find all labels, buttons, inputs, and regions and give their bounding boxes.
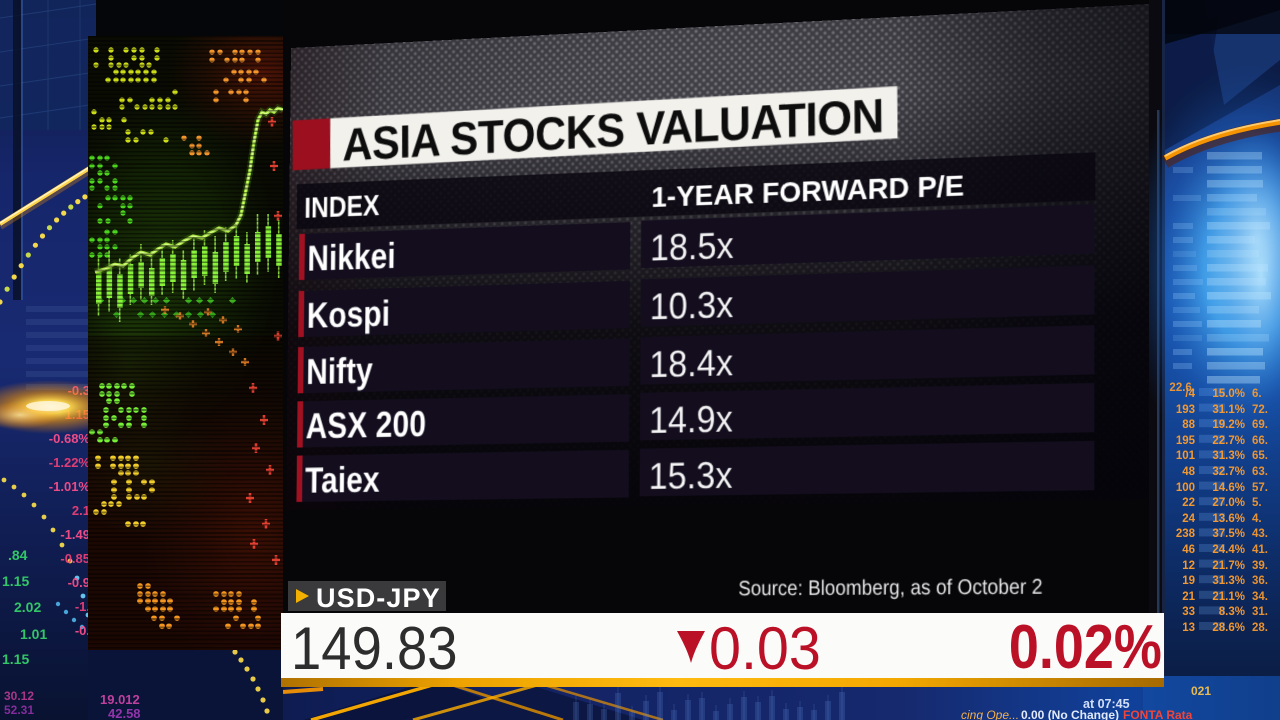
svg-text:193: 193: [1176, 404, 1195, 416]
svg-text:021: 021: [1191, 684, 1211, 698]
svg-text:101: 101: [1176, 450, 1196, 462]
svg-text:12: 12: [1182, 560, 1195, 572]
svg-text:28.6%: 28.6%: [1212, 622, 1245, 634]
svg-text:.84: .84: [8, 547, 28, 563]
svg-text:39.: 39.: [1252, 560, 1268, 572]
svg-text:-0.85: -0.85: [60, 551, 90, 566]
svg-text:/4: /4: [1185, 388, 1195, 400]
svg-text:30.12: 30.12: [4, 689, 34, 703]
svg-text:238: 238: [1176, 528, 1196, 540]
svg-text:13.6%: 13.6%: [1212, 513, 1245, 525]
svg-text:-0.9: -0.9: [68, 575, 90, 590]
svg-text:52.31: 52.31: [4, 703, 34, 717]
svg-text:36.: 36.: [1252, 575, 1268, 587]
svg-text:66.: 66.: [1252, 435, 1268, 447]
svg-text:13: 13: [1182, 622, 1195, 634]
svg-text:5.: 5.: [1252, 497, 1262, 509]
svg-text:22.7%: 22.7%: [1212, 435, 1245, 447]
svg-text:0.00 (No Change): 0.00 (No Change): [1021, 708, 1119, 720]
svg-text:14.6%: 14.6%: [1212, 482, 1245, 494]
svg-text:57.: 57.: [1252, 482, 1268, 494]
svg-text:8.3%: 8.3%: [1219, 606, 1245, 618]
svg-text:33: 33: [1182, 606, 1195, 618]
svg-text:34.: 34.: [1252, 591, 1268, 603]
svg-text:48: 48: [1182, 466, 1195, 478]
svg-text:19.2%: 19.2%: [1212, 419, 1245, 431]
svg-text:-0.: -0.: [75, 623, 90, 638]
svg-text:21: 21: [1182, 591, 1195, 603]
svg-text:-1.49: -1.49: [60, 527, 90, 542]
svg-text:21.1%: 21.1%: [1212, 591, 1245, 603]
svg-text:1.15: 1.15: [2, 651, 29, 667]
svg-text:31.3%: 31.3%: [1212, 450, 1245, 462]
svg-text:cing Ope...: cing Ope...: [961, 708, 1019, 720]
svg-text:15.0%: 15.0%: [1212, 388, 1245, 400]
svg-text:41.: 41.: [1252, 544, 1268, 556]
svg-text:24.4%: 24.4%: [1212, 544, 1245, 556]
svg-text:-1.: -1.: [75, 599, 90, 614]
svg-text:-1.01%: -1.01%: [49, 479, 91, 494]
svg-text:72.: 72.: [1252, 404, 1268, 416]
svg-text:195: 195: [1176, 435, 1196, 447]
svg-text:43.: 43.: [1252, 528, 1268, 540]
svg-text:19: 19: [1182, 575, 1195, 587]
svg-text:-0.68%: -0.68%: [49, 431, 91, 446]
svg-text:31.3%: 31.3%: [1212, 575, 1245, 587]
svg-text:4.: 4.: [1252, 513, 1262, 525]
svg-text:100: 100: [1176, 482, 1195, 494]
svg-text:42.58: 42.58: [108, 706, 141, 720]
svg-text:-1.22%: -1.22%: [49, 455, 91, 470]
svg-text:32.7%: 32.7%: [1212, 466, 1245, 478]
svg-text:27.0%: 27.0%: [1212, 497, 1245, 509]
svg-text:22: 22: [1182, 497, 1195, 509]
svg-text:22.6.: 22.6.: [1169, 382, 1195, 394]
svg-text:37.5%: 37.5%: [1212, 528, 1245, 540]
svg-text:FONTA Rata: FONTA Rata: [1123, 708, 1193, 720]
svg-text:63.: 63.: [1252, 466, 1268, 478]
svg-text:46: 46: [1182, 544, 1195, 556]
svg-text:2.02: 2.02: [14, 599, 41, 615]
svg-text:1.01: 1.01: [20, 626, 47, 642]
svg-text:88: 88: [1182, 419, 1195, 431]
svg-text:1.15: 1.15: [2, 573, 29, 589]
svg-text:21.7%: 21.7%: [1212, 560, 1245, 572]
svg-text:19.012: 19.012: [100, 692, 140, 707]
svg-text:2.1: 2.1: [72, 503, 90, 518]
svg-text:31.1%: 31.1%: [1212, 404, 1245, 416]
svg-text:at 07:45: at 07:45: [1083, 697, 1130, 711]
svg-text:65.: 65.: [1252, 450, 1268, 462]
svg-text:6.: 6.: [1252, 388, 1262, 400]
svg-text:31.: 31.: [1252, 606, 1268, 618]
svg-text:24: 24: [1182, 513, 1195, 525]
svg-text:28.: 28.: [1252, 622, 1268, 634]
svg-text:69.: 69.: [1252, 419, 1268, 431]
